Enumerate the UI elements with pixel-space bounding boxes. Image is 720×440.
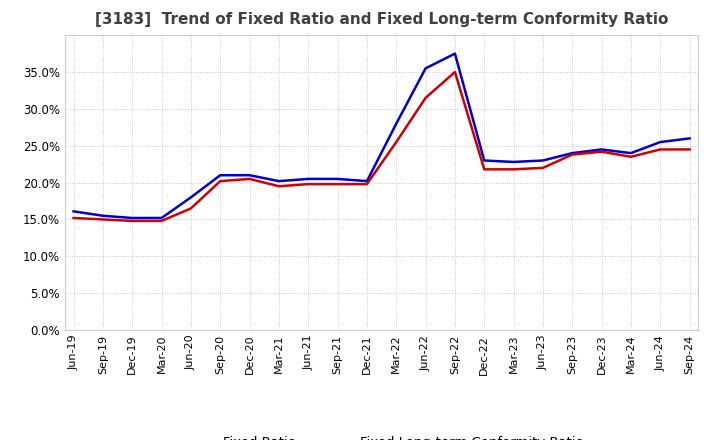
Fixed Long-term Conformity Ratio	[99, 217, 107, 222]
Fixed Long-term Conformity Ratio	[128, 218, 137, 224]
Fixed Ratio	[304, 176, 312, 182]
Fixed Ratio	[99, 213, 107, 218]
Fixed Ratio	[626, 150, 635, 156]
Fixed Ratio	[216, 172, 225, 178]
Line: Fixed Ratio: Fixed Ratio	[73, 54, 690, 218]
Fixed Ratio	[157, 215, 166, 220]
Fixed Ratio	[509, 159, 518, 165]
Fixed Long-term Conformity Ratio	[509, 167, 518, 172]
Fixed Ratio	[246, 172, 254, 178]
Title: [3183]  Trend of Fixed Ratio and Fixed Long-term Conformity Ratio: [3183] Trend of Fixed Ratio and Fixed Lo…	[95, 12, 668, 27]
Fixed Long-term Conformity Ratio	[392, 139, 400, 145]
Fixed Ratio	[363, 179, 372, 184]
Fixed Ratio	[421, 66, 430, 71]
Fixed Long-term Conformity Ratio	[421, 95, 430, 100]
Fixed Long-term Conformity Ratio	[157, 218, 166, 224]
Fixed Long-term Conformity Ratio	[568, 152, 577, 157]
Line: Fixed Long-term Conformity Ratio: Fixed Long-term Conformity Ratio	[73, 72, 690, 221]
Fixed Ratio	[598, 147, 606, 152]
Fixed Long-term Conformity Ratio	[626, 154, 635, 159]
Fixed Long-term Conformity Ratio	[304, 181, 312, 187]
Fixed Long-term Conformity Ratio	[363, 181, 372, 187]
Fixed Long-term Conformity Ratio	[274, 183, 283, 189]
Fixed Long-term Conformity Ratio	[246, 176, 254, 182]
Fixed Ratio	[392, 121, 400, 126]
Fixed Long-term Conformity Ratio	[539, 165, 547, 170]
Fixed Ratio	[69, 209, 78, 214]
Fixed Long-term Conformity Ratio	[685, 147, 694, 152]
Legend: Fixed Ratio, Fixed Long-term Conformity Ratio: Fixed Ratio, Fixed Long-term Conformity …	[175, 431, 588, 440]
Fixed Ratio	[274, 179, 283, 184]
Fixed Long-term Conformity Ratio	[333, 181, 342, 187]
Fixed Ratio	[451, 51, 459, 56]
Fixed Ratio	[186, 194, 195, 200]
Fixed Long-term Conformity Ratio	[480, 167, 489, 172]
Fixed Ratio	[480, 158, 489, 163]
Fixed Long-term Conformity Ratio	[69, 215, 78, 220]
Fixed Long-term Conformity Ratio	[216, 179, 225, 184]
Fixed Ratio	[656, 139, 665, 145]
Fixed Long-term Conformity Ratio	[186, 206, 195, 211]
Fixed Ratio	[685, 136, 694, 141]
Fixed Long-term Conformity Ratio	[451, 70, 459, 75]
Fixed Ratio	[333, 176, 342, 182]
Fixed Long-term Conformity Ratio	[656, 147, 665, 152]
Fixed Ratio	[539, 158, 547, 163]
Fixed Ratio	[568, 150, 577, 156]
Fixed Long-term Conformity Ratio	[598, 149, 606, 154]
Fixed Ratio	[128, 215, 137, 220]
